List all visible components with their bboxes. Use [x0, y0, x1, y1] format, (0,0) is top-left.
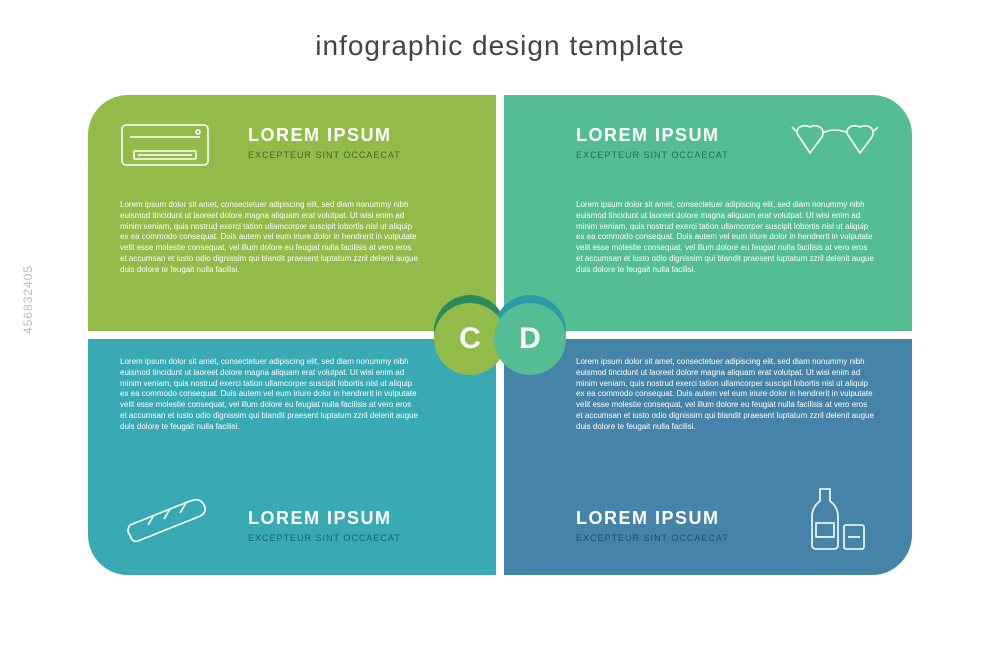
- panel-a-subheading: EXCEPTEUR SINT OCCAECAT: [248, 150, 401, 160]
- panel-c-letter-text: C: [459, 322, 481, 356]
- air-conditioner-icon: [120, 123, 210, 173]
- panel-d: D Lorem ipsum dolor sit amet, consectetu…: [504, 339, 912, 575]
- panel-d-heading-block: LOREM IPSUM EXCEPTEUR SINT OCCAECAT: [576, 508, 729, 543]
- infographic-grid: LOREM IPSUM EXCEPTEUR SINT OCCAECAT Lore…: [88, 95, 912, 575]
- watermark: 456832405: [21, 264, 35, 333]
- heart-glasses-icon: [790, 121, 880, 171]
- panel-c: C Lorem ipsum dolor sit amet, consectetu…: [88, 339, 496, 575]
- panel-c-heading-block: LOREM IPSUM EXCEPTEUR SINT OCCAECAT: [248, 508, 401, 543]
- bottle-glass-icon: [802, 485, 872, 555]
- bread-stick-icon: [120, 495, 210, 545]
- panel-b: LOREM IPSUM EXCEPTEUR SINT OCCAECAT Lore…: [504, 95, 912, 331]
- panel-d-letter-text: D: [519, 322, 541, 356]
- panel-c-heading: LOREM IPSUM: [248, 508, 401, 529]
- panel-d-subheading: EXCEPTEUR SINT OCCAECAT: [576, 533, 729, 543]
- panel-a-body: Lorem ipsum dolor sit amet, consectetuer…: [120, 200, 420, 276]
- panel-a-heading-block: LOREM IPSUM EXCEPTEUR SINT OCCAECAT: [248, 125, 401, 160]
- panel-b-subheading: EXCEPTEUR SINT OCCAECAT: [576, 150, 729, 160]
- panel-d-heading: LOREM IPSUM: [576, 508, 729, 529]
- panel-a-heading: LOREM IPSUM: [248, 125, 401, 146]
- page-title: infographic design template: [315, 30, 684, 62]
- panel-b-heading-block: LOREM IPSUM EXCEPTEUR SINT OCCAECAT: [576, 125, 729, 160]
- panel-b-heading: LOREM IPSUM: [576, 125, 729, 146]
- panel-c-body: Lorem ipsum dolor sit amet, consectetuer…: [120, 357, 420, 433]
- panel-d-letter: D: [494, 303, 566, 375]
- panel-c-subheading: EXCEPTEUR SINT OCCAECAT: [248, 533, 401, 543]
- panel-d-body: Lorem ipsum dolor sit amet, consectetuer…: [576, 357, 876, 433]
- panel-b-body: Lorem ipsum dolor sit amet, consectetuer…: [576, 200, 876, 276]
- panel-a: LOREM IPSUM EXCEPTEUR SINT OCCAECAT Lore…: [88, 95, 496, 331]
